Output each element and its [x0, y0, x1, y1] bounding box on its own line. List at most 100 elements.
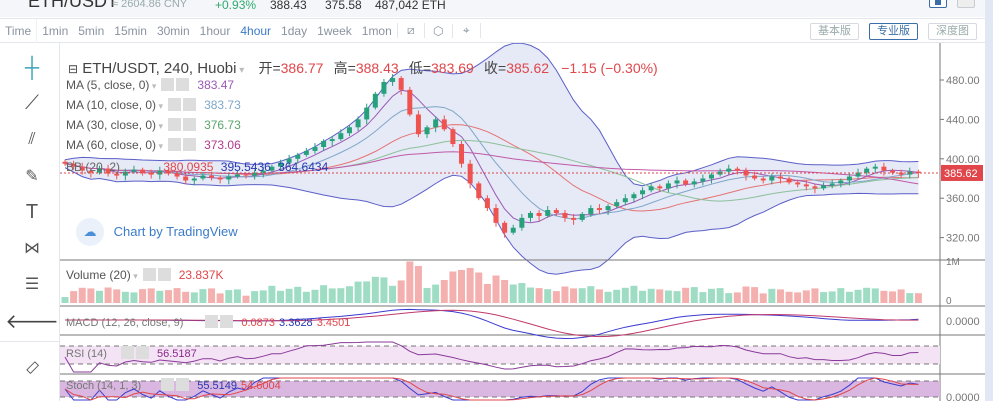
low-value: 383.69	[431, 60, 474, 76]
rsi-line	[64, 341, 919, 373]
volume-bar	[458, 270, 466, 303]
candle-body	[829, 183, 835, 186]
close-icon[interactable]	[135, 346, 149, 359]
candle-body	[269, 166, 275, 171]
candle-body	[588, 208, 594, 214]
ruler-icon[interactable]: ▭	[20, 355, 44, 379]
candle-body	[864, 168, 870, 173]
price-tick-label: 480.00	[946, 75, 980, 87]
candle-body	[364, 107, 370, 120]
collapse-icon[interactable]: ⊟	[68, 62, 79, 76]
candle-body	[734, 168, 740, 171]
candle-body	[338, 133, 344, 140]
low-label: 低=	[408, 60, 432, 76]
close-icon[interactable]	[176, 78, 190, 91]
trendline-icon[interactable]: ⟋	[25, 91, 39, 114]
settings-icon[interactable]	[161, 78, 175, 91]
price-tick-label: 360.00	[946, 193, 980, 205]
candle-body	[571, 217, 577, 220]
chart-link-label: Chart by TradingView	[113, 224, 238, 239]
volume-bar	[320, 285, 328, 303]
settings-icon[interactable]	[168, 118, 182, 131]
back-arrow-icon[interactable]: 🡐	[5, 310, 59, 333]
text-icon[interactable]: T	[25, 200, 39, 223]
candle-body	[881, 166, 887, 171]
measure-icon[interactable]: ☰	[24, 276, 40, 293]
volume-bar	[113, 289, 121, 303]
candle-body	[614, 202, 620, 207]
candle-body	[286, 158, 292, 163]
bb-legend: BB (20, 2) 380.0935 395.5436 364.6434	[66, 160, 328, 174]
crosshair-icon[interactable]: ┼	[24, 56, 40, 79]
candle-body	[760, 178, 766, 181]
interval-4hour[interactable]: 4hour	[240, 23, 272, 38]
candle-body	[122, 171, 128, 176]
candle-body	[71, 163, 77, 167]
interval-30min[interactable]: 30min	[156, 23, 190, 38]
volume-bar	[526, 287, 534, 303]
candle-body	[252, 172, 258, 176]
close-icon[interactable]	[183, 98, 197, 111]
pitchfork-icon[interactable]: ⫽	[28, 131, 36, 148]
close-icon[interactable]	[176, 378, 190, 391]
ma-value: 383.73	[204, 98, 241, 112]
stoch-k: 55.5149	[197, 380, 237, 392]
candle-body	[898, 172, 904, 175]
drawing-toolbar: ┼ ⟋ ⫽ ✎ T ⋈ ☰ 🡐 ▭	[0, 43, 60, 401]
settings-icon[interactable]	[168, 138, 182, 151]
close-icon[interactable]	[157, 268, 171, 281]
settings-icon[interactable]	[168, 98, 182, 111]
volume-legend: Volume (20) ▾ 23.837K	[66, 268, 224, 282]
candle-body	[278, 162, 283, 167]
interval-1day[interactable]: 1day	[281, 23, 308, 38]
candle-body	[484, 198, 490, 209]
interval-time[interactable]: Time	[0, 18, 38, 43]
settings-icon[interactable]	[142, 268, 156, 281]
candle-body	[536, 212, 542, 216]
volume-bar	[673, 291, 681, 303]
close-icon[interactable]	[183, 138, 197, 151]
ma-label: MA (60, close, 0)	[66, 138, 157, 152]
close-value: 385.62	[506, 60, 550, 76]
more-button[interactable]	[957, 0, 975, 8]
rsi-band	[60, 346, 940, 364]
close-icon[interactable]	[220, 315, 234, 328]
settings-icon[interactable]	[161, 378, 175, 391]
brush-icon[interactable]: ✎	[25, 168, 39, 185]
view-button-1[interactable]: 专业版	[869, 23, 918, 40]
volume-bar	[492, 275, 500, 303]
volume-bar	[156, 290, 164, 303]
interval-1week[interactable]: 1week	[317, 23, 352, 38]
settings-icon[interactable]	[120, 346, 134, 359]
right-panel	[993, 0, 1007, 401]
candle-body	[96, 168, 102, 173]
candle-body	[579, 213, 585, 220]
tradingview-link[interactable]: ☁ Chart by TradingView	[76, 218, 238, 246]
interval-15min[interactable]: 15min	[114, 23, 147, 38]
volume-bar	[483, 284, 491, 303]
pattern-icon[interactable]: ⋈	[24, 240, 40, 257]
screenshot-icon[interactable]: ⌖	[453, 23, 481, 38]
candle-body	[777, 176, 783, 179]
candle-body	[355, 119, 361, 128]
settings-icon[interactable]	[205, 315, 219, 328]
symbol-label[interactable]: ETH/USDT, 240, Huobi	[82, 60, 237, 77]
candle-body	[114, 173, 120, 176]
settings-icon[interactable]: ⬡	[425, 23, 453, 38]
candle-body	[648, 186, 654, 191]
candle-body	[476, 183, 482, 199]
interval-5min[interactable]: 5min	[78, 23, 105, 38]
view-button-2[interactable]: 深度图	[928, 23, 977, 40]
interval-1min[interactable]: 1min	[42, 23, 69, 38]
indicator-icon[interactable]: ⧄	[396, 23, 425, 38]
bookmark-button[interactable]	[929, 0, 947, 8]
candle-body	[545, 210, 551, 216]
candle-body	[527, 212, 533, 218]
close-icon[interactable]	[183, 118, 197, 131]
volume-bar	[828, 291, 836, 303]
view-button-0[interactable]: 基本版	[810, 23, 859, 40]
interval-1hour[interactable]: 1hour	[199, 23, 231, 38]
page-scrollbar[interactable]	[985, 0, 993, 401]
interval-1mon[interactable]: 1mon	[361, 23, 392, 38]
volume-bar	[535, 288, 543, 303]
